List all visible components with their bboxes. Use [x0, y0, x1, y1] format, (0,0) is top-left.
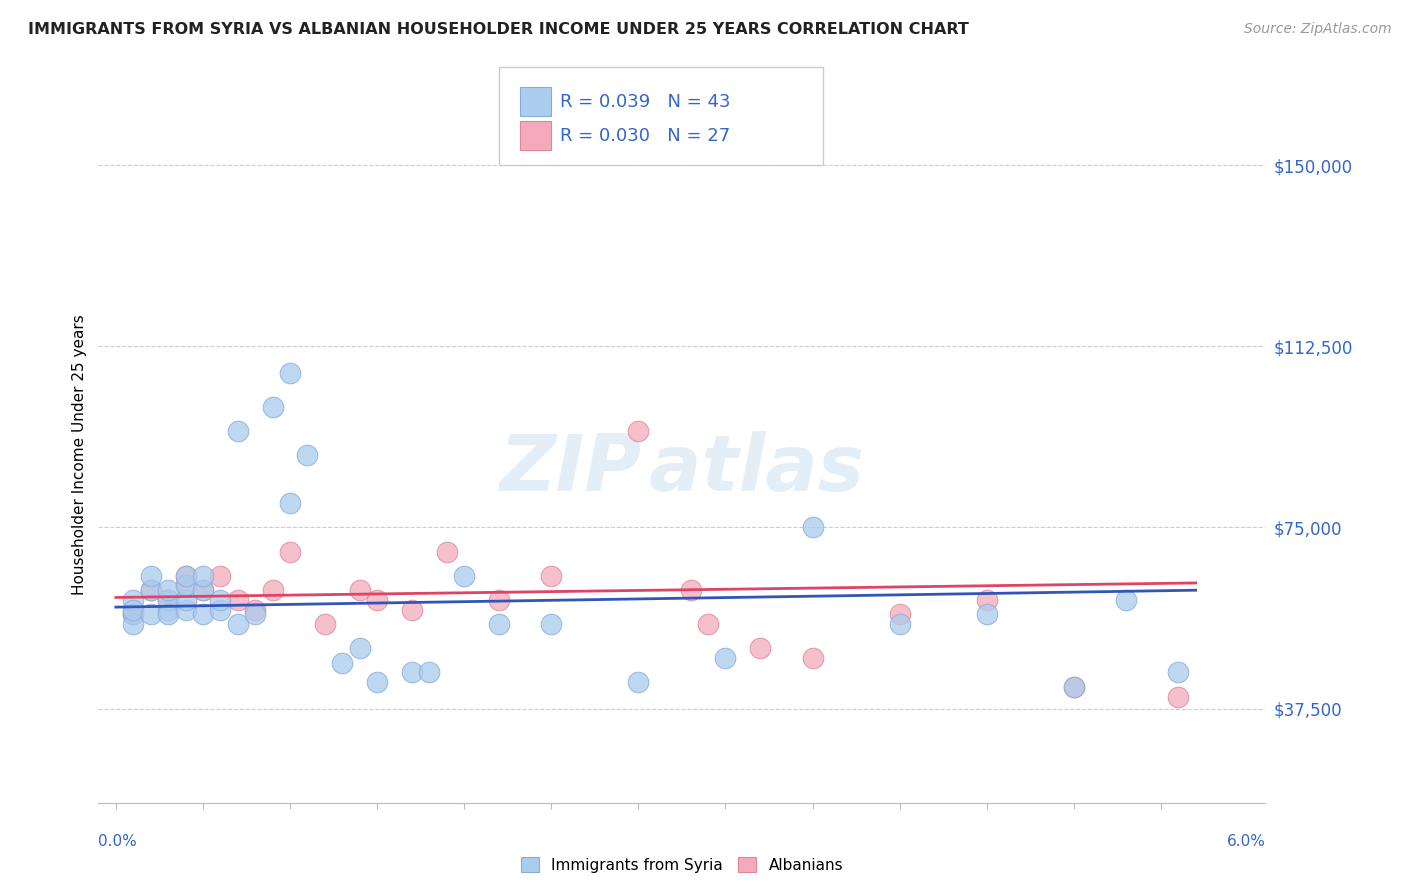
Point	[122, 607, 145, 622]
Point	[191, 583, 214, 598]
Point	[157, 583, 180, 598]
Point	[453, 568, 475, 582]
Point	[262, 400, 284, 414]
Point	[209, 592, 232, 607]
Point	[226, 617, 249, 632]
Text: R = 0.039   N = 43: R = 0.039 N = 43	[560, 93, 730, 111]
Point	[1063, 680, 1085, 694]
Text: ZIP atlas: ZIP atlas	[499, 431, 865, 507]
Point	[540, 617, 562, 632]
Text: R = 0.030   N = 27: R = 0.030 N = 27	[560, 127, 730, 145]
Point	[191, 568, 214, 582]
Point	[1063, 680, 1085, 694]
Point	[330, 656, 353, 670]
Point	[889, 617, 911, 632]
Point	[366, 675, 388, 690]
Point	[401, 665, 423, 680]
Y-axis label: Householder Income Under 25 years: Householder Income Under 25 years	[72, 315, 87, 595]
Point	[697, 617, 720, 632]
Text: Source: ZipAtlas.com: Source: ZipAtlas.com	[1244, 22, 1392, 37]
Point	[976, 607, 998, 622]
Point	[226, 424, 249, 438]
Point	[174, 568, 197, 582]
Point	[418, 665, 440, 680]
Point	[801, 651, 824, 665]
Point	[139, 607, 162, 622]
Point	[488, 617, 510, 632]
Point	[1167, 690, 1189, 704]
Point	[122, 602, 145, 616]
Point	[627, 424, 650, 438]
Point	[349, 641, 371, 656]
Point	[801, 520, 824, 534]
Point	[262, 583, 284, 598]
Point	[139, 568, 162, 582]
Point	[157, 592, 180, 607]
Text: 6.0%: 6.0%	[1226, 834, 1265, 849]
Point	[314, 617, 336, 632]
Point	[488, 592, 510, 607]
Point	[139, 583, 162, 598]
Text: 0.0%: 0.0%	[98, 834, 138, 849]
Point	[349, 583, 371, 598]
Point	[366, 592, 388, 607]
Point	[749, 641, 772, 656]
Point	[278, 496, 301, 510]
Point	[714, 651, 737, 665]
Point	[174, 578, 197, 592]
Point	[191, 607, 214, 622]
Point	[226, 592, 249, 607]
Point	[278, 366, 301, 380]
Point	[139, 583, 162, 598]
Point	[976, 592, 998, 607]
Point	[209, 568, 232, 582]
Point	[540, 568, 562, 582]
Point	[889, 607, 911, 622]
Text: IMMIGRANTS FROM SYRIA VS ALBANIAN HOUSEHOLDER INCOME UNDER 25 YEARS CORRELATION : IMMIGRANTS FROM SYRIA VS ALBANIAN HOUSEH…	[28, 22, 969, 37]
Point	[122, 617, 145, 632]
Point	[174, 602, 197, 616]
Point	[157, 592, 180, 607]
Point	[1167, 665, 1189, 680]
Point	[278, 544, 301, 558]
Point	[243, 607, 266, 622]
Point	[174, 578, 197, 592]
Point	[122, 607, 145, 622]
Point	[174, 592, 197, 607]
Point	[243, 602, 266, 616]
Point	[297, 448, 319, 462]
Point	[1115, 592, 1137, 607]
Point	[401, 602, 423, 616]
Point	[157, 607, 180, 622]
Point	[627, 675, 650, 690]
Legend: Immigrants from Syria, Albanians: Immigrants from Syria, Albanians	[515, 850, 849, 879]
Point	[436, 544, 458, 558]
Point	[679, 583, 702, 598]
Point	[122, 592, 145, 607]
Point	[174, 568, 197, 582]
Point	[191, 583, 214, 598]
Point	[157, 602, 180, 616]
Point	[209, 602, 232, 616]
